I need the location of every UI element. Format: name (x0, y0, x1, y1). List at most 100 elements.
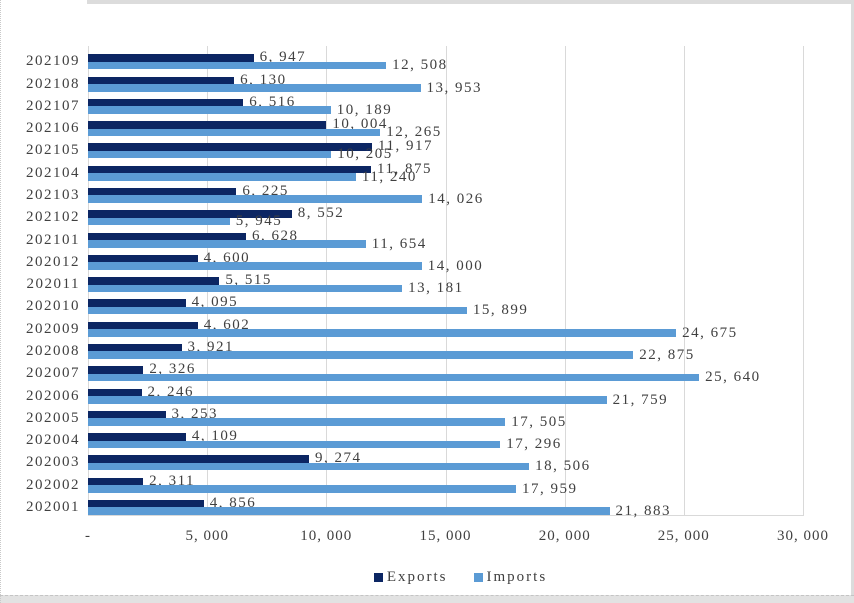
exports-bar[interactable] (88, 76, 235, 85)
exports-bar[interactable] (88, 143, 372, 151)
category-label: 202012 (26, 253, 80, 270)
category-label: 202106 (26, 120, 80, 137)
imports-value-label: 5, 945 (235, 213, 283, 230)
exports-bar[interactable] (88, 433, 186, 441)
exports-value-label: 11, 875 (377, 160, 432, 177)
category-row: 202108 6, 130 13, 953 (0, 69, 854, 96)
imports-bar[interactable] (88, 329, 677, 337)
legend-item-imports[interactable]: Imports (473, 569, 548, 585)
exports-value-label: 6, 130 (240, 71, 287, 88)
imports-bar[interactable] (88, 284, 403, 293)
category-row: 202106 10, 004 12, 265 (0, 114, 854, 140)
exports-bar[interactable] (88, 455, 309, 463)
category-label: 202008 (26, 342, 80, 359)
imports-bar[interactable] (88, 440, 501, 449)
imports-value-label: 21, 883 (615, 502, 671, 519)
imports-bar[interactable] (88, 485, 516, 493)
imports-value-label: 14, 000 (427, 257, 484, 274)
imports-bar[interactable] (88, 262, 422, 270)
exports-bar[interactable] (88, 254, 198, 263)
imports-bar[interactable] (88, 240, 366, 248)
x-axis-tick-label: 10, 000 (300, 528, 353, 544)
category-label: 202001 (26, 498, 80, 515)
category-row: 202003 9, 274 18, 506 (0, 448, 854, 474)
category-label: 202003 (26, 454, 80, 471)
category-row: 202107 6, 516 10, 189 (0, 92, 854, 118)
imports-bar[interactable] (88, 507, 610, 515)
imports-value-label: 12, 265 (386, 124, 442, 141)
imports-bar[interactable] (88, 106, 331, 114)
legend-item-exports[interactable]: Exports (373, 569, 448, 585)
exports-bar[interactable] (88, 477, 144, 486)
imports-value-label: 18, 506 (535, 458, 591, 475)
legend-swatch-icon (373, 572, 383, 582)
category-row: 202008 3, 921 22, 875 (0, 337, 854, 363)
imports-bar[interactable] (88, 217, 230, 226)
exports-value-label: 8, 552 (297, 205, 345, 222)
exports-bar[interactable] (88, 499, 204, 508)
exports-bar[interactable] (88, 410, 166, 419)
exports-value-label: 6, 225 (242, 182, 289, 199)
imports-bar[interactable] (88, 173, 356, 181)
imports-bar[interactable] (88, 150, 332, 159)
x-axis-tick-label: 30, 000 (777, 528, 829, 544)
category-label: 202004 (26, 432, 80, 449)
exports-value-label: 2, 311 (149, 472, 196, 489)
imports-value-label: 24, 675 (682, 324, 738, 341)
x-axis-tick-label: 20, 000 (538, 528, 591, 544)
x-axis-tick-label: - (85, 528, 91, 544)
exports-value-label: 6, 947 (259, 49, 307, 66)
gridline (445, 46, 447, 515)
imports-value-label: 12, 508 (392, 57, 448, 74)
imports-value-label: 10, 189 (336, 101, 393, 118)
exports-bar[interactable] (88, 165, 371, 174)
imports-bar[interactable] (88, 396, 607, 404)
category-row: 202109 6, 947 12, 508 (0, 47, 854, 73)
exports-value-label: 5, 515 (225, 272, 272, 289)
exports-bar[interactable] (88, 299, 186, 307)
category-label: 202103 (26, 186, 80, 203)
imports-bar[interactable] (88, 84, 421, 92)
category-label: 202010 (26, 298, 80, 315)
exports-bar[interactable] (88, 121, 327, 129)
imports-bar[interactable] (88, 128, 381, 137)
imports-bar[interactable] (88, 418, 506, 426)
exports-bar[interactable] (88, 98, 244, 107)
category-row: 202103 6, 225 14, 026 (0, 181, 854, 207)
exports-bar[interactable] (88, 187, 237, 196)
category-row: 202104 11, 875 11, 240 (0, 158, 854, 185)
imports-value-label: 17, 959 (522, 480, 578, 497)
exports-value-label: 2, 326 (149, 361, 196, 378)
exports-bar[interactable] (88, 277, 220, 285)
exports-bar[interactable] (88, 321, 198, 330)
imports-bar[interactable] (88, 306, 467, 315)
category-row: 202105 11, 917 10, 205 (0, 136, 854, 162)
category-label: 202009 (26, 320, 80, 337)
imports-bar[interactable] (88, 351, 634, 359)
legend-label: Exports (386, 569, 448, 585)
exports-bar[interactable] (88, 210, 292, 218)
imports-value-label: 10, 205 (337, 146, 393, 163)
exports-bar[interactable] (88, 366, 144, 374)
exports-bar[interactable] (88, 54, 254, 62)
spreadsheet-edge-top (87, 0, 854, 4)
gridline (683, 46, 685, 515)
imports-bar[interactable] (88, 462, 530, 471)
imports-bar[interactable] (88, 61, 387, 70)
category-label: 202007 (26, 365, 80, 382)
exports-bar[interactable] (88, 343, 182, 352)
exports-bar[interactable] (88, 388, 142, 396)
category-label: 202105 (26, 142, 80, 159)
exports-bar[interactable] (88, 232, 246, 241)
exports-value-label: 3, 253 (171, 405, 218, 422)
category-row: 202005 3, 253 17, 505 (0, 404, 854, 430)
imports-value-label: 14, 026 (428, 190, 484, 207)
imports-bar[interactable] (88, 195, 423, 203)
category-label: 202102 (26, 209, 80, 226)
imports-bar[interactable] (88, 373, 700, 382)
imports-value-label: 21, 759 (612, 391, 669, 408)
category-row: 202002 2, 311 17, 959 (0, 470, 854, 497)
category-label: 202006 (26, 387, 80, 404)
x-axis-tick-label: 25, 000 (657, 528, 710, 544)
category-row: 202010 4, 095 15, 899 (0, 292, 854, 318)
